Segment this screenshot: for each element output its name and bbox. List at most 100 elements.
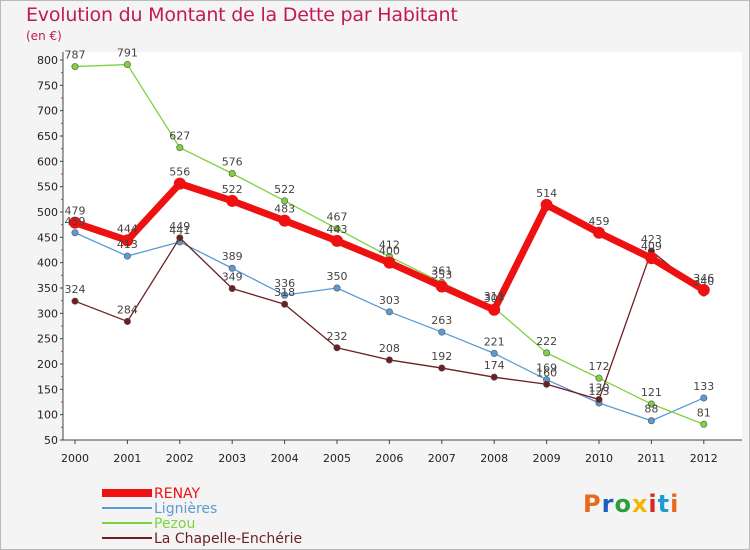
data-point-la-chapelle-ench-rie xyxy=(176,234,184,242)
data-label-la-chapelle-ench-rie: 232 xyxy=(327,330,348,343)
data-label-ligni-res: 88 xyxy=(644,403,658,416)
data-label-ligni-res: 413 xyxy=(117,238,138,251)
data-label-la-chapelle-ench-rie: 130 xyxy=(589,381,610,394)
data-point-ligni-res xyxy=(281,291,289,299)
y-tick-label: 700 xyxy=(37,105,58,118)
data-point-renay xyxy=(173,177,186,190)
data-label-la-chapelle-ench-rie: 324 xyxy=(65,283,86,296)
data-label-renay: 556 xyxy=(169,166,190,179)
data-label-ligni-res: 336 xyxy=(274,277,295,290)
x-tick-label: 2008 xyxy=(480,452,508,465)
data-label-renay: 514 xyxy=(536,187,557,200)
data-label-ligni-res: 263 xyxy=(431,314,452,327)
x-tick-label: 2005 xyxy=(323,452,351,465)
data-point-renay xyxy=(435,280,448,293)
y-tick-label: 600 xyxy=(37,155,58,168)
data-point-pezou xyxy=(333,225,341,233)
y-tick-label: 450 xyxy=(37,231,58,244)
data-point-la-chapelle-ench-rie xyxy=(490,373,498,381)
x-tick-label: 2001 xyxy=(113,452,141,465)
data-point-pezou xyxy=(281,197,289,205)
data-label-renay: 459 xyxy=(589,215,610,228)
data-label-renay: 307 xyxy=(484,292,505,305)
data-label-la-chapelle-ench-rie: 449 xyxy=(169,220,190,233)
data-label-renay: 444 xyxy=(117,222,138,235)
data-label-pezou: 522 xyxy=(274,183,295,196)
data-label-ligni-res: 389 xyxy=(222,250,243,263)
data-point-la-chapelle-ench-rie xyxy=(333,344,341,352)
data-point-la-chapelle-ench-rie xyxy=(543,380,551,388)
x-tick-label: 2007 xyxy=(428,452,456,465)
logo-letter: t xyxy=(657,490,671,518)
data-label-la-chapelle-ench-rie: 349 xyxy=(222,271,243,284)
data-point-pezou xyxy=(228,169,236,177)
data-label-ligni-res: 459 xyxy=(65,215,86,228)
data-point-renay xyxy=(488,303,501,316)
data-point-la-chapelle-ench-rie xyxy=(595,395,603,403)
unit-label: (en €) xyxy=(26,29,62,43)
data-label-renay: 346 xyxy=(693,272,714,285)
y-tick-label: 400 xyxy=(37,257,58,270)
chart-title: Evolution du Montant de la Dette par Hab… xyxy=(26,4,458,26)
data-label-ligni-res: 221 xyxy=(484,335,505,348)
logo-letter: i xyxy=(670,490,680,518)
data-label-renay: 443 xyxy=(327,223,348,236)
x-tick-label: 2009 xyxy=(533,452,561,465)
data-label-pezou: 787 xyxy=(65,49,86,62)
data-point-renay xyxy=(226,194,239,207)
data-point-ligni-res xyxy=(71,229,79,237)
y-tick-label: 350 xyxy=(37,282,58,295)
data-point-renay xyxy=(69,216,81,229)
data-label-renay: 483 xyxy=(274,203,295,216)
x-tick-label: 2000 xyxy=(61,452,89,465)
data-label-la-chapelle-ench-rie: 174 xyxy=(484,359,505,372)
data-label-renay: 400 xyxy=(379,245,400,258)
data-label-la-chapelle-ench-rie: 423 xyxy=(641,233,662,246)
data-point-la-chapelle-ench-rie xyxy=(438,364,446,372)
data-label-pezou: 311 xyxy=(484,290,505,303)
x-tick-label: 2011 xyxy=(637,452,665,465)
x-tick-label: 2006 xyxy=(375,452,403,465)
x-tick-label: 2012 xyxy=(690,452,718,465)
data-point-renay xyxy=(645,252,658,265)
data-label-renay: 409 xyxy=(641,240,662,253)
x-tick-label: 2002 xyxy=(166,452,194,465)
data-point-ligni-res xyxy=(700,394,708,402)
data-label-ligni-res: 123 xyxy=(589,385,610,398)
data-label-renay: 522 xyxy=(222,183,243,196)
x-tick-label: 2010 xyxy=(585,452,613,465)
data-label-pezou: 576 xyxy=(222,155,243,168)
data-point-renay xyxy=(121,234,134,247)
y-tick-label: 250 xyxy=(37,333,58,346)
y-tick-label: 300 xyxy=(37,307,58,320)
x-tick-label: 2004 xyxy=(271,452,299,465)
data-label-ligni-res: 350 xyxy=(327,270,348,283)
logo-letter: r xyxy=(601,490,615,518)
data-point-renay xyxy=(593,226,605,239)
data-point-ligni-res xyxy=(228,264,236,272)
data-label-ligni-res: 133 xyxy=(693,380,714,393)
y-tick-label: 500 xyxy=(37,206,58,219)
y-tick-label: 750 xyxy=(37,79,58,92)
data-point-renay xyxy=(540,198,553,211)
data-point-ligni-res xyxy=(490,349,498,357)
data-point-renay xyxy=(697,284,710,297)
data-label-ligni-res: 303 xyxy=(379,294,400,307)
data-label-pezou: 627 xyxy=(169,130,190,143)
data-label-pezou: 81 xyxy=(697,406,711,419)
data-label-pezou: 791 xyxy=(117,47,138,60)
y-tick-label: 650 xyxy=(37,130,58,143)
data-label-la-chapelle-ench-rie: 284 xyxy=(117,303,138,316)
data-label-pezou: 222 xyxy=(536,335,557,348)
proxiti-logo: Proxiti xyxy=(583,490,679,518)
x-tick-label: 2003 xyxy=(218,452,246,465)
data-point-la-chapelle-ench-rie xyxy=(71,297,79,305)
y-tick-label: 800 xyxy=(37,54,58,67)
data-point-pezou xyxy=(71,63,79,71)
data-label-la-chapelle-ench-rie: 208 xyxy=(379,342,400,355)
data-point-la-chapelle-ench-rie xyxy=(228,285,236,293)
data-point-la-chapelle-ench-rie xyxy=(123,317,131,325)
legend-label-la-chapelle-ench-rie: La Chapelle-Enchérie xyxy=(154,531,302,547)
data-point-pezou xyxy=(543,349,551,357)
